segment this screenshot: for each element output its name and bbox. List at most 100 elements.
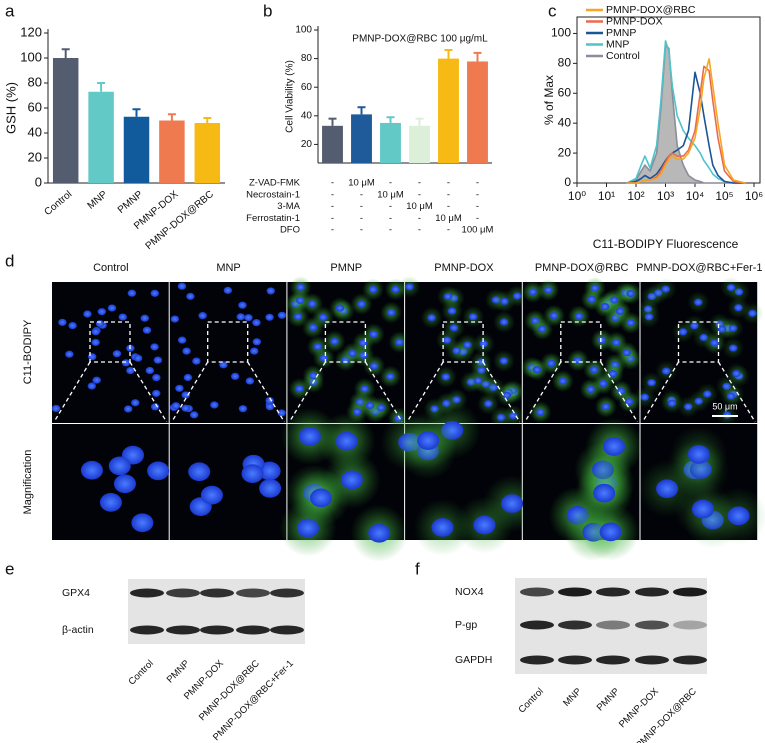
treatment-cell: - (360, 213, 363, 224)
nucleus (532, 366, 542, 374)
bar (380, 122, 401, 163)
treatment-cell: - (447, 225, 450, 236)
column-label: PMNP-DOX (434, 262, 494, 274)
nucleus (127, 289, 137, 297)
bar (438, 58, 459, 163)
nucleus (369, 330, 378, 338)
panel-label: f (415, 559, 420, 578)
y-tick-label: 120 (20, 24, 42, 39)
nucleus (661, 285, 670, 293)
micrograph (52, 424, 170, 540)
panel-label: a (5, 1, 15, 20)
nucleus (692, 499, 715, 519)
micrograph (520, 277, 642, 424)
treatment-cell: - (389, 225, 392, 236)
treatment-cell: - (476, 178, 479, 189)
nucleus (175, 384, 184, 392)
nucleus (223, 286, 233, 294)
nucleus (717, 325, 727, 333)
nucleus (387, 308, 396, 317)
bar (159, 120, 185, 183)
zoom-line (247, 361, 285, 423)
nucleus (587, 295, 596, 303)
treatment-cell: - (476, 201, 479, 212)
treatment-name: Ferrostatin-1 (246, 213, 300, 224)
legend-label: PMNP (606, 27, 636, 39)
nucleus (501, 494, 524, 513)
y-tick-label: 100 (295, 25, 312, 36)
y-tick-label: 20 (28, 149, 42, 164)
nucleus (107, 304, 117, 312)
legend-label: PMNP-DOX (606, 15, 663, 27)
nucleus (65, 350, 74, 358)
nucleus (748, 309, 757, 317)
protein-label: P-gp (455, 619, 477, 631)
nucleus (266, 287, 275, 295)
lane-label: PMNP (165, 658, 192, 685)
protein-label: NOX4 (455, 586, 484, 598)
treatment-cell: - (418, 189, 421, 200)
protein-label: β-actin (62, 624, 94, 636)
nucleus (357, 300, 366, 308)
nucleus (177, 282, 187, 290)
nucleus (710, 339, 719, 347)
band (270, 588, 304, 598)
nucleus (252, 319, 261, 327)
treatment-cell: - (360, 189, 363, 200)
treatment-cell: - (389, 213, 392, 224)
nucleus (690, 322, 699, 330)
nucleus (87, 382, 96, 390)
bar (194, 123, 221, 183)
nucleus (80, 460, 103, 480)
annotation: PMNP-DOX@RBC 100 μg/mL (352, 34, 488, 45)
band (635, 587, 669, 597)
nucleus (348, 349, 357, 357)
treatment-cell: 10 μM (435, 213, 462, 224)
nucleus (250, 347, 259, 355)
x-tick-label: 10³ (657, 189, 674, 203)
nucleus (51, 404, 61, 413)
column-label: PMNP-DOX@RBC (535, 262, 629, 274)
nucleus (603, 437, 626, 456)
nucleus (188, 462, 211, 482)
nucleus (142, 326, 152, 334)
nucleus (727, 506, 750, 526)
nucleus (150, 289, 160, 297)
nucleus (277, 311, 287, 319)
nucleus (443, 292, 453, 301)
bar (351, 114, 372, 163)
nucleus (121, 359, 131, 367)
band (236, 588, 270, 598)
zoom-line (53, 361, 91, 423)
column-label: MNP (216, 262, 240, 274)
nucleus (626, 319, 635, 327)
nucleus (295, 385, 304, 393)
nucleus (417, 431, 440, 450)
micrograph (638, 424, 765, 549)
nucleus (547, 359, 556, 367)
bar (52, 58, 79, 183)
nucleus (726, 283, 736, 292)
y-tick-label: 80 (28, 74, 42, 89)
nucleus (728, 344, 738, 352)
nucleus (601, 403, 611, 411)
nucleus (502, 391, 512, 399)
band (520, 587, 554, 597)
nucleus (335, 304, 345, 312)
nucleus (484, 400, 493, 408)
nucleus (183, 373, 193, 382)
nucleus (150, 403, 160, 411)
nucleus (58, 318, 67, 326)
nucleus (318, 313, 328, 321)
nucleus (667, 399, 677, 407)
lane-label: Control (126, 658, 155, 687)
micrograph (169, 424, 287, 540)
y-tick-label: 100 (20, 49, 42, 64)
column-label: PMNP (330, 262, 362, 274)
micrograph (398, 275, 529, 429)
nucleus (662, 367, 671, 375)
nucleus (599, 522, 622, 542)
band (673, 587, 707, 597)
nucleus (238, 301, 247, 309)
panel-label: b (263, 1, 272, 20)
